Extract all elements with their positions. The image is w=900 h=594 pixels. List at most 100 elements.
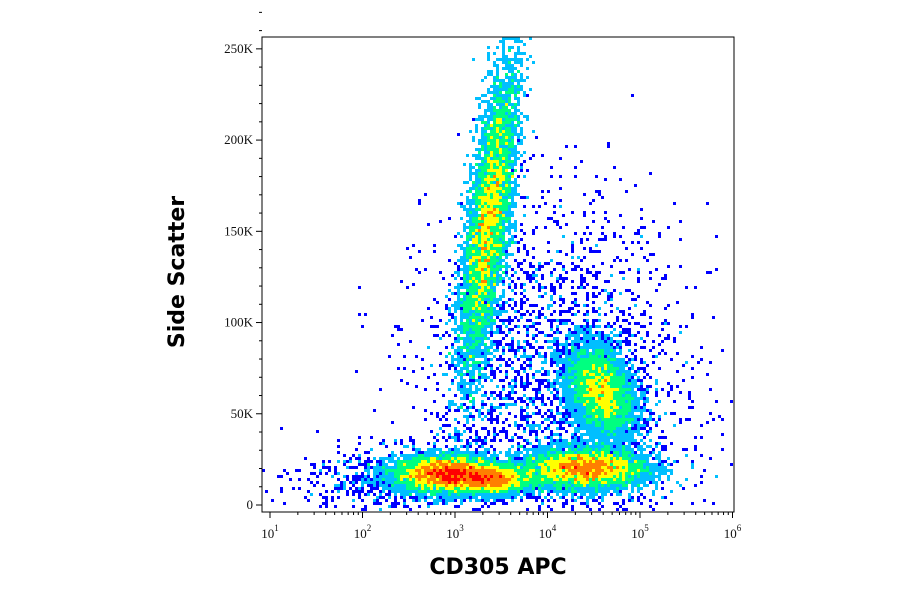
event-point [595, 295, 598, 298]
event-point [523, 352, 526, 355]
event-point [592, 436, 595, 439]
event-point [448, 298, 451, 301]
event-point [373, 478, 376, 481]
event-point [460, 331, 463, 334]
event-point [709, 412, 712, 415]
event-point [619, 472, 622, 475]
event-point [508, 481, 511, 484]
event-point [571, 478, 574, 481]
event-point [472, 424, 475, 427]
event-point [607, 466, 610, 469]
event-point [625, 472, 628, 475]
event-point [514, 325, 517, 328]
event-point [454, 433, 457, 436]
event-point [634, 391, 637, 394]
event-point [493, 190, 496, 193]
event-point [463, 205, 466, 208]
event-point [493, 112, 496, 115]
event-point [565, 403, 568, 406]
event-point [514, 352, 517, 355]
event-point [556, 346, 559, 349]
event-point [691, 463, 694, 466]
event-point [607, 403, 610, 406]
event-point [403, 481, 406, 484]
event-point [559, 283, 562, 286]
event-point [532, 247, 535, 250]
event-point [592, 427, 595, 430]
event-point [655, 463, 658, 466]
event-point [607, 415, 610, 418]
event-point [640, 337, 643, 340]
event-point [463, 226, 466, 229]
event-point [475, 334, 478, 337]
event-point [475, 184, 478, 187]
event-point [580, 367, 583, 370]
event-point [526, 364, 529, 367]
event-point [646, 391, 649, 394]
event-point [646, 430, 649, 433]
event-point [472, 355, 475, 358]
event-point [607, 439, 610, 442]
event-point [475, 295, 478, 298]
event-point [514, 91, 517, 94]
event-point [571, 280, 574, 283]
event-point [496, 178, 499, 181]
event-point [499, 460, 502, 463]
event-point [508, 172, 511, 175]
event-point [481, 343, 484, 346]
event-point [532, 445, 535, 448]
event-point [565, 418, 568, 421]
event-point [478, 469, 481, 472]
event-point [460, 325, 463, 328]
event-point [556, 481, 559, 484]
event-point [586, 331, 589, 334]
event-point [628, 418, 631, 421]
event-point [478, 319, 481, 322]
event-point [586, 469, 589, 472]
event-point [565, 334, 568, 337]
event-point [559, 376, 562, 379]
event-point [505, 370, 508, 373]
event-point [472, 211, 475, 214]
event-point [463, 355, 466, 358]
event-point [466, 361, 469, 364]
event-point [571, 388, 574, 391]
event-point [430, 475, 433, 478]
event-point [640, 463, 643, 466]
event-point [592, 430, 595, 433]
event-point [628, 400, 631, 403]
event-point [574, 415, 577, 418]
event-point [481, 469, 484, 472]
event-point [517, 346, 520, 349]
event-point [457, 454, 460, 457]
event-point [472, 349, 475, 352]
event-point [508, 316, 511, 319]
event-point [538, 370, 541, 373]
event-point [532, 205, 535, 208]
event-point [505, 139, 508, 142]
event-point [589, 403, 592, 406]
event-point [505, 460, 508, 463]
event-point [478, 220, 481, 223]
event-point [577, 478, 580, 481]
event-point [598, 451, 601, 454]
event-point [484, 391, 487, 394]
event-point [628, 373, 631, 376]
event-point [565, 469, 568, 472]
event-point [487, 136, 490, 139]
event-point [610, 295, 613, 298]
event-point [571, 370, 574, 373]
event-point [562, 361, 565, 364]
event-point [352, 454, 355, 457]
event-point [508, 151, 511, 154]
event-point [598, 442, 601, 445]
event-point [505, 151, 508, 154]
event-point [568, 478, 571, 481]
event-point [415, 472, 418, 475]
event-point [526, 373, 529, 376]
event-point [487, 166, 490, 169]
event-point [562, 481, 565, 484]
event-point [571, 400, 574, 403]
event-point [514, 454, 517, 457]
event-point [526, 76, 529, 79]
